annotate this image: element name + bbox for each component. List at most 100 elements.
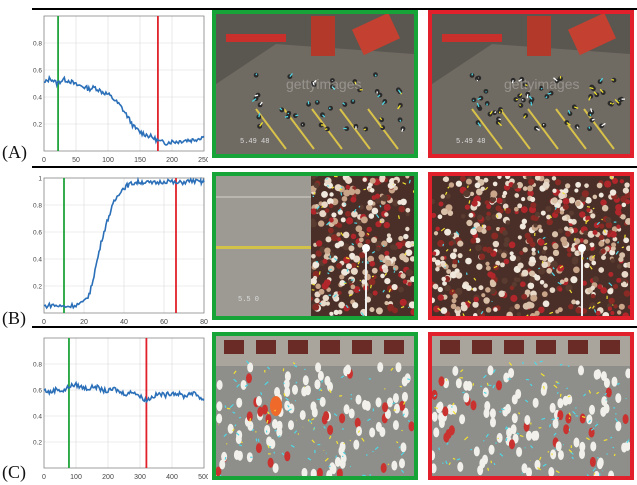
- crowd-person: [610, 246, 616, 251]
- track-mark: [267, 411, 270, 415]
- crowd-person: [565, 231, 571, 237]
- runner: [216, 413, 223, 424]
- crowd-person: [325, 301, 331, 306]
- track-mark: [455, 231, 460, 236]
- crowd-person: [485, 287, 491, 293]
- track-mark: [379, 220, 382, 223]
- track-mark: [530, 384, 533, 387]
- crowd-person: [449, 271, 458, 279]
- wall-ledge: [216, 196, 311, 198]
- crowd-person: [522, 247, 528, 253]
- crowd-person: [372, 290, 378, 296]
- crowd-person: [369, 188, 375, 193]
- crowd-person: [475, 244, 482, 252]
- crowd-person: [386, 233, 391, 238]
- track-mark: [452, 457, 456, 460]
- track-mark: [594, 423, 599, 427]
- track-mark: [377, 94, 381, 98]
- track-mark: [354, 81, 357, 85]
- crowd-person: [392, 245, 398, 251]
- crowd-person: [598, 240, 605, 247]
- crowd-person: [531, 247, 536, 252]
- crowd-person: [541, 249, 547, 255]
- scene-a-before: gettyimages 5.49 48: [216, 14, 414, 154]
- track-mark: [340, 186, 343, 189]
- balcony: [536, 340, 556, 354]
- crowd-person: [384, 277, 391, 285]
- crowd-person: [465, 178, 472, 185]
- crowd-person: [611, 226, 618, 233]
- crowd-person: [514, 193, 520, 198]
- track-mark: [264, 381, 269, 386]
- runner: [284, 451, 291, 462]
- crowd-person: [484, 200, 490, 205]
- runner: [339, 413, 346, 424]
- crowd-person: [371, 195, 377, 200]
- track-mark: [379, 260, 383, 263]
- track-mark: [590, 427, 595, 431]
- crowd-person: [400, 273, 406, 279]
- track-mark: [440, 227, 446, 232]
- track-mark: [539, 360, 543, 363]
- crowd-person: [481, 224, 487, 229]
- crowd-person: [393, 179, 398, 184]
- track-mark: [307, 457, 312, 461]
- crowd-person: [360, 216, 368, 224]
- track-mark: [232, 428, 235, 432]
- crowd-person: [327, 227, 334, 234]
- runner: [257, 406, 264, 417]
- track-mark: [351, 243, 355, 246]
- track-mark: [551, 272, 556, 277]
- crowd-person: [522, 186, 528, 191]
- track-mark: [567, 365, 570, 367]
- runner: [588, 427, 595, 438]
- track-mark: [615, 250, 619, 255]
- crowd-person: [473, 313, 478, 316]
- track-mark: [524, 447, 526, 449]
- track-mark: [542, 236, 546, 240]
- track-mark: [335, 440, 339, 445]
- crowd-person: [368, 278, 376, 286]
- runner: [603, 403, 610, 414]
- crowd-person: [568, 303, 574, 310]
- track-mark: [371, 250, 376, 254]
- track-mark: [361, 261, 364, 263]
- crowd-person: [345, 263, 352, 270]
- crowd-person: [490, 190, 498, 198]
- track-mark: [260, 392, 263, 396]
- crowd-person: [475, 176, 481, 181]
- track-mark: [452, 402, 455, 406]
- track-mark: [293, 430, 298, 434]
- crowd-person: [315, 250, 321, 256]
- crowd-person: [478, 253, 486, 260]
- crowd-person: [326, 198, 334, 205]
- road-marking: [339, 108, 371, 150]
- track-mark: [382, 289, 385, 293]
- crowd-person: [348, 289, 354, 296]
- crowd-person: [409, 240, 414, 247]
- crowd-person: [372, 274, 377, 280]
- track-mark: [599, 88, 604, 94]
- crowd-person: [402, 279, 408, 284]
- pedestrian: [380, 125, 386, 131]
- crowd-person: [399, 298, 407, 306]
- track-mark: [559, 363, 563, 366]
- track-mark: [519, 434, 524, 438]
- crowd-person: [355, 218, 363, 225]
- crowd-person: [541, 291, 548, 298]
- scene-c-before: [216, 336, 414, 476]
- track-mark: [401, 429, 403, 432]
- crowd-person: [608, 271, 614, 277]
- track-mark: [466, 185, 469, 189]
- crowd-person: [501, 194, 506, 199]
- crowd-person: [515, 256, 521, 262]
- track-mark: [445, 248, 449, 252]
- track-mark: [393, 267, 396, 271]
- track-mark: [397, 215, 400, 220]
- track-mark: [442, 462, 444, 464]
- track-mark: [226, 407, 231, 410]
- crowd-person: [321, 190, 328, 198]
- crowd-person: [433, 305, 440, 313]
- crowd-person: [367, 199, 374, 206]
- track-mark: [343, 281, 346, 284]
